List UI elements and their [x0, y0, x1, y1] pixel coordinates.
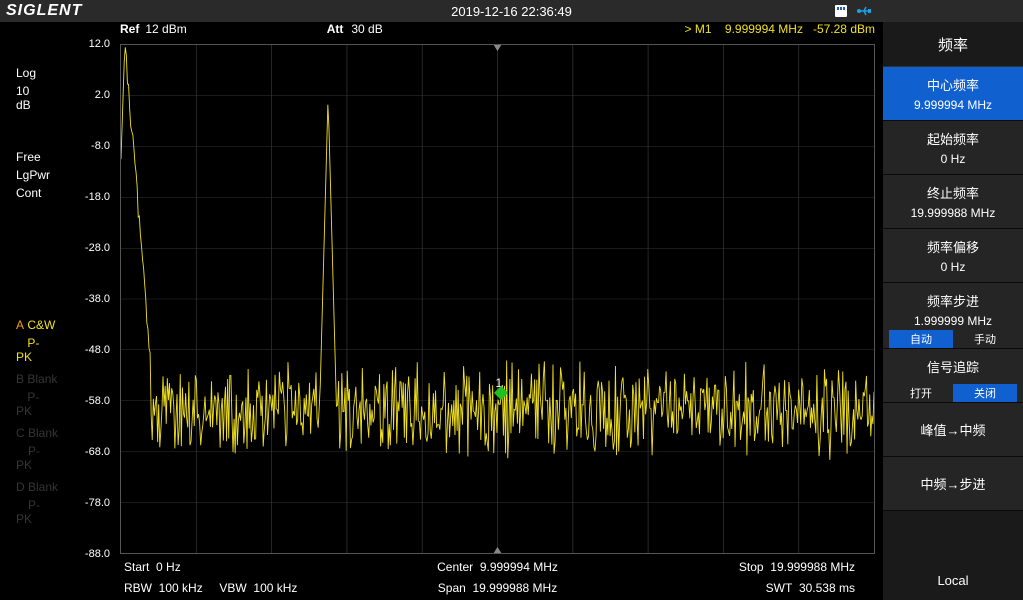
marker-prefix: > M1 — [685, 22, 712, 36]
signal-track-button[interactable]: 信号追踪 打开 关闭 — [883, 349, 1023, 403]
freq-step-value: 1.999999 MHz — [889, 314, 1017, 328]
rbw-label: RBW — [124, 581, 152, 595]
span-value: 19.999988 MHz — [472, 581, 557, 595]
swt-value: 30.538 ms — [799, 581, 855, 595]
center-value: 9.999994 MHz — [480, 560, 558, 574]
start-freq-button[interactable]: 起始频率 0 Hz — [883, 121, 1023, 175]
start-freq-label: 起始频率 — [889, 129, 1017, 148]
left-status-panel: Log 10 dB Free LgPwr Cont A C&W A P-PK B… — [0, 22, 60, 600]
att-value: 30 dB — [351, 22, 382, 42]
stop-value: 19.999988 MHz — [770, 560, 855, 574]
peak-to-cf-button[interactable]: 峰值→中频 — [883, 403, 1023, 457]
vbw-value: 100 kHz — [253, 581, 297, 595]
signal-track-toggle[interactable]: 打开 关闭 — [889, 384, 1017, 402]
sd-card-icon — [833, 4, 851, 18]
freq-step-button[interactable]: 频率步进 1.999999 MHz 自动 手动 — [883, 283, 1023, 349]
stop-freq-button[interactable]: 终止频率 19.999988 MHz — [883, 175, 1023, 229]
trace-b-detector: P-PK — [16, 390, 39, 418]
signal-track-label: 信号追踪 — [889, 357, 1017, 376]
sweep-mode: Cont — [8, 184, 52, 202]
vbw-label: VBW — [219, 581, 246, 595]
cf-to-step-label: 中频→步进 — [889, 474, 1017, 493]
usb-icon — [855, 4, 873, 18]
trace-svg — [121, 45, 874, 553]
softkey-menu: 频率 中心频率 9.999994 MHz 起始频率 0 Hz 终止频率 19.9… — [883, 22, 1023, 600]
trace-c-detector: P-PK — [16, 444, 40, 472]
trace-d-detector: P-PK — [16, 498, 40, 526]
title-bar: SIGLENT 2019-12-16 22:36:49 — [0, 0, 1023, 22]
swt-label: SWT — [766, 581, 793, 595]
marker-amplitude: -57.28 dBm — [813, 22, 875, 36]
start-label: Start — [124, 560, 149, 574]
trace-c-letter: C — [16, 426, 25, 440]
cf-to-step-button[interactable]: 中频→步进 — [883, 457, 1023, 511]
center-freq-value: 9.999994 MHz — [889, 98, 1017, 112]
scale-mode: Log — [8, 64, 52, 82]
start-value: 0 Hz — [156, 560, 181, 574]
menu-title: 频率 — [883, 22, 1023, 67]
rbw-value: 100 kHz — [159, 581, 203, 595]
trace-a-detector: P-PK — [16, 336, 39, 364]
trace-a-letter: A — [16, 318, 24, 332]
peak-to-cf-label: 峰值→中频 — [889, 420, 1017, 439]
trace-d-letter: D — [16, 480, 25, 494]
logo: SIGLENT — [6, 2, 82, 20]
trace-b-letter: B — [16, 372, 24, 386]
att-label: Att — [327, 22, 344, 42]
stop-label: Stop — [739, 560, 764, 574]
timestamp: 2019-12-16 22:36:49 — [451, 4, 572, 19]
stop-freq-value: 19.999988 MHz — [889, 206, 1017, 220]
freq-step-manual[interactable]: 手动 — [953, 330, 1017, 348]
center-label: Center — [437, 560, 473, 574]
y-axis-labels: 12.02.0-8.0-18.0-28.0-38.0-48.0-58.0-68.… — [60, 44, 118, 554]
trace-b-mode: Blank — [27, 372, 57, 386]
trace-a-mode: C&W — [27, 318, 55, 332]
trigger-mode: Free — [8, 148, 52, 166]
freq-step-toggle[interactable]: 自动 手动 — [889, 330, 1017, 348]
start-freq-value: 0 Hz — [889, 152, 1017, 166]
stop-freq-label: 终止频率 — [889, 183, 1017, 202]
center-freq-label: 中心频率 — [889, 75, 1017, 94]
usb-status-icons — [833, 4, 873, 18]
marker-readout: > M1 9.999994 MHz -57.28 dBm — [685, 22, 875, 36]
trace-c-mode: Blank — [28, 426, 58, 440]
freq-offset-value: 0 Hz — [889, 260, 1017, 274]
chart-grid[interactable]: 1 — [120, 44, 875, 554]
avg-mode: LgPwr — [8, 166, 52, 184]
trace-d-mode: Blank — [28, 480, 58, 494]
freq-offset-label: 频率偏移 — [889, 237, 1017, 256]
signal-track-close[interactable]: 关闭 — [953, 384, 1017, 402]
ref-label: Ref — [120, 22, 139, 42]
freq-offset-button[interactable]: 频率偏移 0 Hz — [883, 229, 1023, 283]
center-freq-button[interactable]: 中心频率 9.999994 MHz — [883, 67, 1023, 121]
scale-div: 10 dB — [8, 82, 52, 114]
freq-step-label: 频率步进 — [889, 291, 1017, 310]
bottom-readout: Start 0 Hz Center 9.999994 MHz Stop 19.9… — [120, 558, 875, 600]
signal-track-open[interactable]: 打开 — [889, 384, 953, 402]
marker-freq: 9.999994 MHz — [725, 22, 803, 36]
span-label: Span — [438, 581, 466, 595]
freq-step-auto[interactable]: 自动 — [889, 330, 953, 348]
spectrum-chart: Ref 12 dBm Att 30 dB > M1 9.999994 MHz -… — [60, 22, 883, 600]
local-indicator: Local — [883, 561, 1023, 600]
ref-value: 12 dBm — [145, 22, 186, 42]
